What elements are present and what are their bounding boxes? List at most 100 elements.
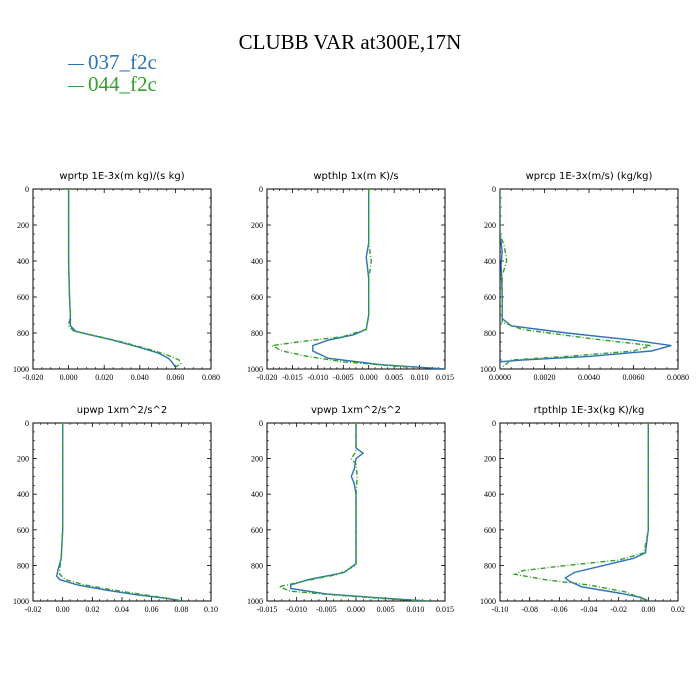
y-tick-label: 200 [251, 455, 263, 464]
y-tick-label: 1000 [480, 365, 496, 374]
x-tick-label: 0.060 [166, 373, 184, 382]
y-tick-label: 1000 [247, 597, 263, 606]
y-tick-label: 200 [17, 221, 29, 230]
y-tick-label: 800 [484, 329, 496, 338]
legend-swatch-2 [68, 85, 84, 87]
y-tick-label: 600 [251, 293, 263, 302]
y-tick-label: 800 [251, 329, 263, 338]
y-tick-label: 0 [259, 419, 263, 428]
y-tick-label: 600 [251, 526, 263, 535]
y-tick-label: 400 [251, 490, 263, 499]
series-line-044_f2c [276, 423, 428, 601]
legend-swatch-1 [68, 63, 84, 65]
x-tick-label: 0.040 [131, 373, 149, 382]
legend-label-2: 044_f2c [88, 72, 157, 96]
y-tick-label: 0 [492, 419, 496, 428]
x-tick-label: 0.020 [95, 373, 113, 382]
y-tick-label: 400 [484, 490, 496, 499]
x-tick-label: -0.06 [551, 605, 568, 614]
x-tick-label: -0.04 [581, 605, 598, 614]
x-tick-label: 0.000 [360, 373, 378, 382]
x-tick-label: -0.010 [308, 373, 329, 382]
series-line-037_f2c [290, 423, 428, 601]
panel-title-1: wprtp 1E-3x(m kg)/(s kg) [59, 171, 184, 182]
x-tick-label: 0.0040 [578, 373, 600, 382]
y-tick-label: 800 [17, 561, 29, 570]
y-tick-label: 600 [484, 293, 496, 302]
y-tick-label: 400 [484, 257, 496, 266]
y-tick-label: 1000 [480, 597, 496, 606]
x-tick-label: 0.000 [60, 373, 78, 382]
plot-frame [499, 188, 679, 370]
x-tick-label: 0.005 [385, 373, 403, 382]
x-tick-label: -0.005 [333, 373, 354, 382]
y-tick-label: 400 [17, 257, 29, 266]
panel-6: rtpthlp 1E-3x(kg K)/kg -0.10 -0.08 -0.06 -0.… [480, 405, 685, 614]
y-tick-label: 600 [484, 526, 496, 535]
y-tick-label: 200 [484, 455, 496, 464]
x-tick-label: -0.005 [316, 605, 337, 614]
x-tick-label: 0.080 [202, 373, 220, 382]
panel-2: wpthlp 1x(m K)/s -0.020 -0.015 -0.010 -0.005… [247, 171, 454, 382]
y-tick-label: 200 [484, 221, 496, 230]
y-tick-label: 1000 [13, 365, 29, 374]
y-tick-label: 1000 [247, 365, 263, 374]
y-tick-label: 0 [25, 419, 29, 428]
x-tick-label: 0.010 [411, 373, 429, 382]
y-tick-label: 400 [17, 490, 29, 499]
x-tick-label: -0.010 [286, 605, 307, 614]
y-tick-label: 800 [484, 561, 496, 570]
y-tick-label: 0 [492, 185, 496, 194]
series-line-044_f2c [67, 189, 182, 368]
x-tick-label: -0.10 [492, 605, 509, 614]
x-tick-label: -0.015 [282, 373, 303, 382]
series-line-044_f2c [512, 423, 649, 601]
y-tick-label: 600 [17, 293, 29, 302]
y-tick-label: 200 [251, 221, 263, 230]
x-tick-label: 0.000 [347, 605, 365, 614]
legend-item-2: 044_f2c [68, 72, 157, 97]
series-line-037_f2c [564, 423, 649, 601]
x-tick-label: -0.02 [25, 605, 42, 614]
series-line-044_f2c [500, 189, 652, 369]
x-tick-label: -0.020 [257, 373, 278, 382]
x-tick-label: 0.0020 [534, 373, 556, 382]
x-tick-label: -0.02 [610, 605, 627, 614]
x-tick-label: 0.02 [671, 605, 685, 614]
y-tick-label: 600 [17, 526, 29, 535]
panel-title-2: wpthlp 1x(m K)/s [313, 171, 398, 182]
x-tick-label: 0.015 [436, 373, 454, 382]
series-line-037_f2c [67, 189, 176, 368]
y-tick-label: 200 [17, 455, 29, 464]
panel-1: wprtp 1E-3x(m kg)/(s kg) -0.020 0.000 0.020… [13, 171, 220, 382]
plot-frame [499, 422, 679, 602]
y-tick-label: 400 [251, 257, 263, 266]
x-tick-label: 0.015 [436, 605, 454, 614]
y-tick-label: 0 [259, 185, 263, 194]
x-tick-label: 0.10 [204, 605, 218, 614]
y-tick-label: 800 [251, 561, 263, 570]
x-tick-label: 0.010 [406, 605, 424, 614]
x-tick-label: 0.08 [174, 605, 188, 614]
legend-item-1: 037_f2c [68, 50, 157, 75]
y-tick-label: 1000 [13, 597, 29, 606]
x-tick-label: 0.02 [85, 605, 99, 614]
x-tick-label: 0.0080 [667, 373, 689, 382]
x-tick-label: 0.04 [115, 605, 129, 614]
panel-4: upwp 1xm^2/s^2 -0.02 0.00 0.02 0.04 0.06 0.08 0… [13, 405, 218, 614]
series-line-037_f2c [312, 189, 445, 369]
x-tick-label: 0.0060 [623, 373, 645, 382]
series-line-044_f2c [269, 189, 410, 368]
panel-3: wprcp 1E-3x(m/s) (kg/kg) 0.0000 0.0020 0.00… [480, 171, 689, 382]
series-line-044_f2c [59, 423, 182, 601]
x-tick-label: -0.020 [23, 373, 44, 382]
panel-title-6: rtpthlp 1E-3x(kg K)/kg [534, 405, 645, 416]
x-tick-label: 0.06 [145, 605, 159, 614]
series-line-037_f2c [55, 423, 182, 601]
y-tick-label: 800 [17, 329, 29, 338]
x-tick-label: 0.00 [641, 605, 655, 614]
panel-title-3: wprcp 1E-3x(m/s) (kg/kg) [526, 171, 653, 182]
panel-title-4: upwp 1xm^2/s^2 [77, 405, 167, 416]
x-tick-label: -0.08 [521, 605, 538, 614]
